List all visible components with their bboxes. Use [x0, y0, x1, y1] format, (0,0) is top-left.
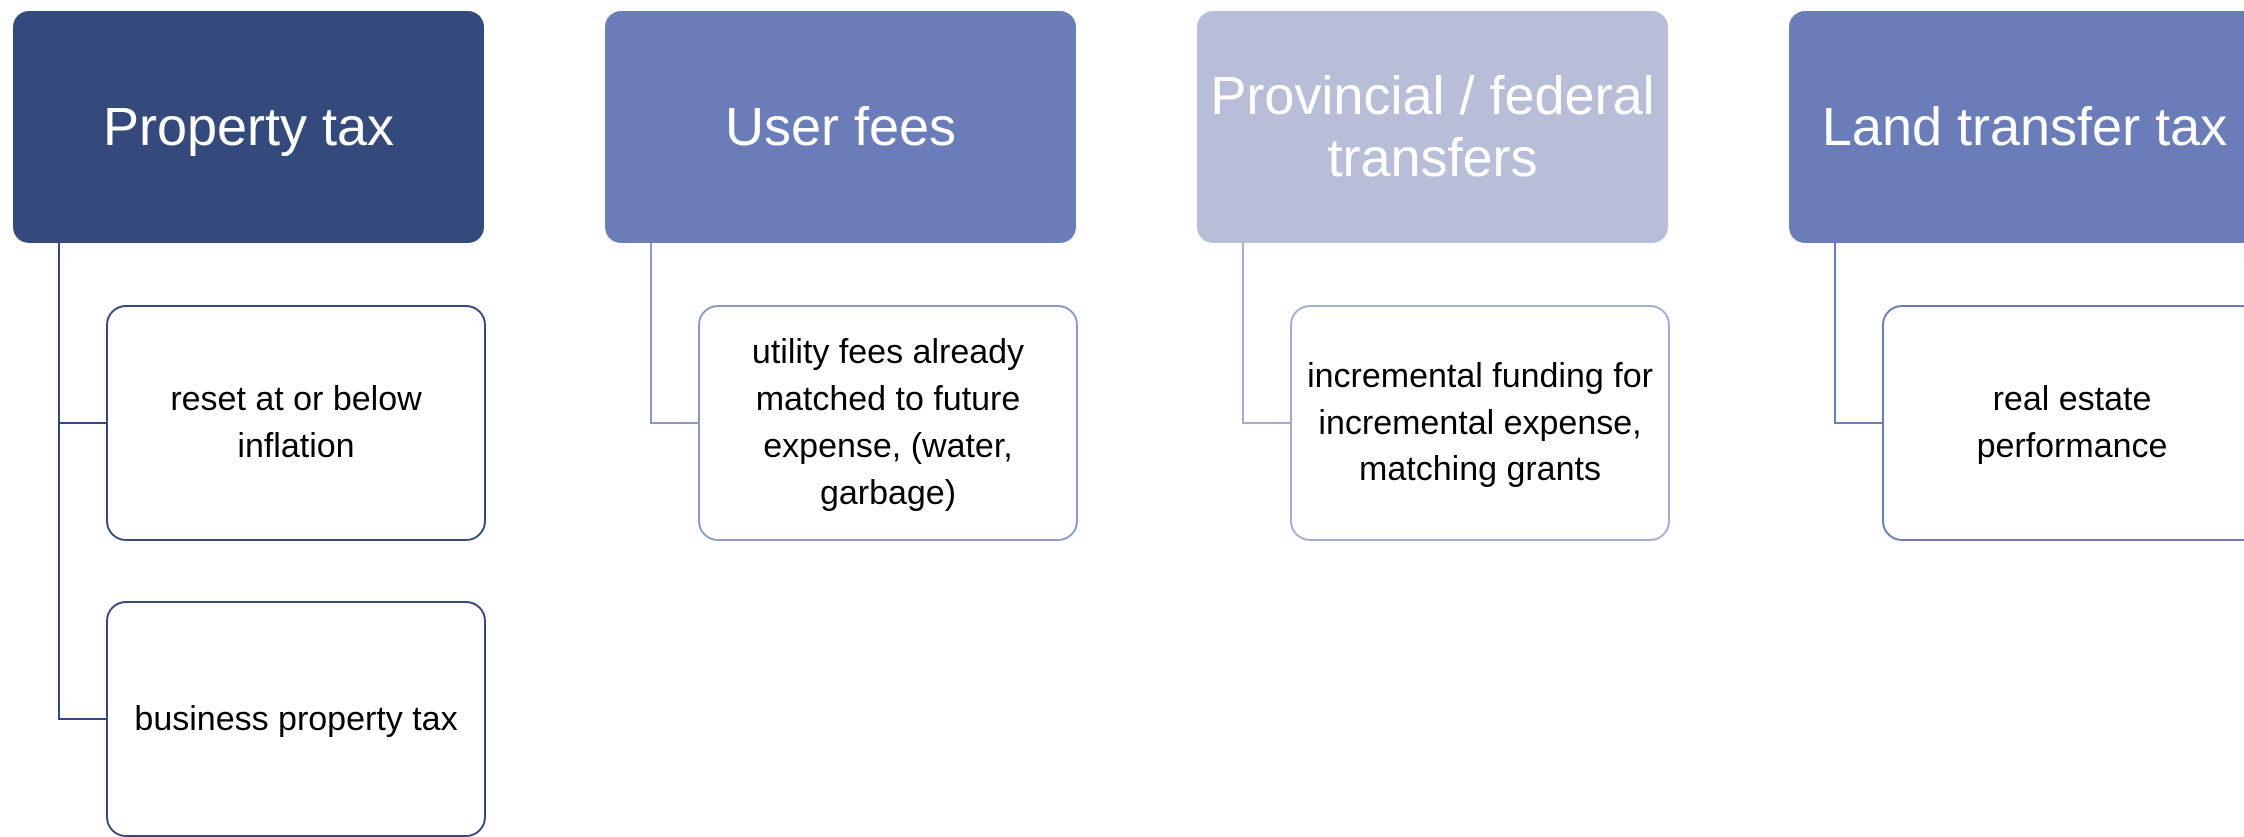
child-box: utility fees already matched to future e… [698, 305, 1078, 541]
child-box: reset at or below inflation [106, 305, 486, 541]
connector [58, 718, 107, 720]
connector [58, 243, 60, 720]
column-header: Land transfer tax [1789, 11, 2244, 243]
connector [650, 243, 652, 424]
connector [1242, 422, 1291, 424]
connector [1242, 243, 1244, 424]
connector [1834, 243, 1836, 424]
connector [58, 422, 107, 424]
column-header: Property tax [13, 11, 484, 243]
header-text: User fees [724, 96, 957, 157]
header-text: Property tax [102, 96, 395, 157]
header-text: Land transfer tax [1821, 96, 2228, 157]
connector [650, 422, 699, 424]
header-text: Provincial / federal transfers [1210, 65, 1655, 188]
column-header: User fees [605, 11, 1076, 243]
connector [1834, 422, 1883, 424]
child-box: incremental funding for incremental expe… [1290, 305, 1670, 541]
column-header: Provincial / federal transfers [1197, 11, 1668, 243]
child-box: business property tax [106, 601, 486, 837]
child-box: real estate performance [1882, 305, 2244, 541]
